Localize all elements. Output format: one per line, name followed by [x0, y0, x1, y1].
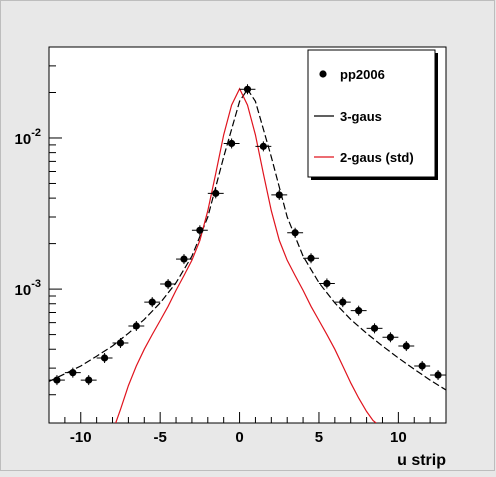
- data-point: [430, 370, 446, 381]
- data-point: [382, 332, 399, 343]
- data-marker: [85, 376, 93, 384]
- data-point: [96, 353, 113, 364]
- data-point: [398, 341, 415, 352]
- y-tick-base: 10: [15, 282, 32, 299]
- x-tick-label: -10: [70, 429, 92, 446]
- data-marker: [148, 298, 156, 306]
- data-point: [80, 375, 97, 386]
- y-tick-exponent: -2: [31, 127, 41, 139]
- series-line-2-gaus-std-: [115, 87, 377, 423]
- data-marker: [434, 371, 442, 379]
- data-point: [144, 297, 161, 308]
- data-point: [223, 138, 240, 149]
- data-point: [207, 188, 224, 199]
- y-tick-label: 10-2: [15, 127, 41, 148]
- data-marker: [323, 279, 331, 288]
- x-tick-label: -5: [153, 429, 166, 446]
- data-marker: [355, 307, 363, 315]
- data-point: [366, 323, 383, 334]
- data-marker: [164, 280, 172, 288]
- x-tick-label: 5: [315, 429, 323, 446]
- legend: pp2006 3-gaus 2-gaus (std): [307, 49, 438, 180]
- y-tick-exponent: -3: [31, 278, 41, 290]
- legend-marker: [319, 70, 327, 78]
- x-tick-label: 0: [235, 429, 243, 446]
- data-point: [176, 254, 192, 265]
- x-tick-label: 10: [390, 429, 407, 446]
- legend-box: [307, 49, 436, 178]
- data-marker: [339, 298, 347, 306]
- data-point: [318, 278, 335, 289]
- data-point: [112, 337, 129, 348]
- data-point: [49, 375, 65, 386]
- data-marker: [196, 226, 204, 234]
- data-marker: [69, 369, 77, 377]
- data-marker: [243, 85, 252, 93]
- legend-label: 2-gaus (std): [340, 150, 414, 165]
- data-point: [271, 189, 288, 200]
- legend-label: pp2006: [340, 67, 385, 82]
- data-marker: [307, 254, 315, 262]
- data-point: [255, 141, 272, 152]
- x-axis-title: u strip: [397, 452, 446, 469]
- data-marker: [100, 354, 109, 362]
- data-marker: [386, 333, 395, 341]
- data-marker: [291, 229, 299, 237]
- data-point: [350, 305, 367, 316]
- data-marker: [370, 324, 379, 332]
- data-marker: [116, 339, 125, 347]
- data-point: [287, 227, 304, 238]
- y-tick-base: 10: [15, 131, 32, 148]
- data-marker: [259, 142, 267, 150]
- data-marker: [53, 376, 61, 384]
- data-point: [64, 367, 81, 378]
- y-tick-label: 10-3: [15, 278, 41, 299]
- data-marker: [418, 362, 426, 370]
- data-point: [334, 297, 351, 308]
- data-point: [239, 84, 256, 95]
- data-marker: [275, 191, 283, 199]
- data-point: [414, 360, 431, 371]
- legend-label: 3-gaus: [340, 109, 382, 124]
- data-marker: [228, 139, 236, 148]
- data-marker: [180, 255, 188, 263]
- data-marker: [402, 342, 410, 350]
- data-marker: [132, 322, 140, 330]
- data-point: [303, 253, 319, 264]
- plot-area: [49, 84, 446, 423]
- data-point: [128, 320, 145, 331]
- data-marker: [212, 189, 220, 197]
- data-point: [160, 279, 177, 290]
- data-point: [191, 225, 208, 236]
